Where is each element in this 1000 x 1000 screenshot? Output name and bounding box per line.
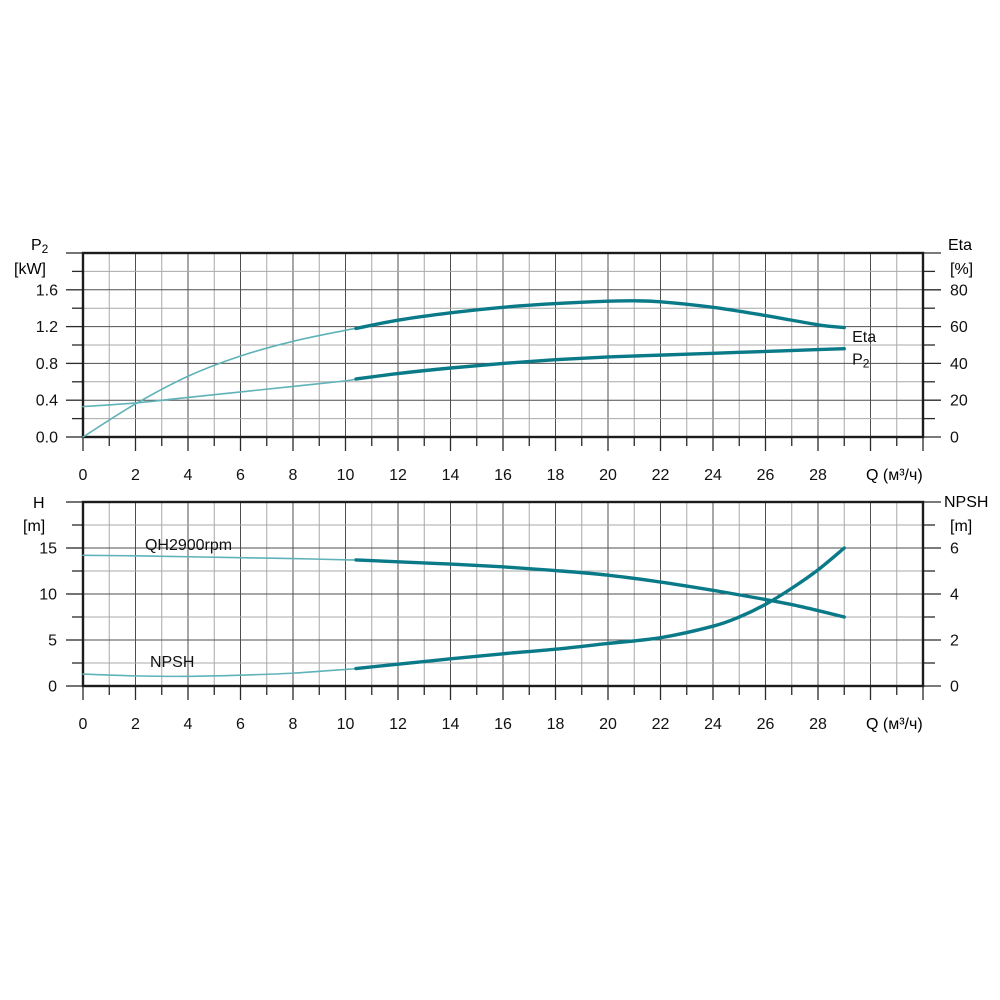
- x-tick-label: 24: [704, 467, 722, 484]
- x-tick-label: 20: [599, 467, 617, 484]
- x-tick-label: 16: [494, 467, 512, 484]
- right-tick-label: 2: [950, 633, 959, 650]
- kw-unit-label: [kW]: [14, 261, 46, 278]
- q-axis-label-top: Q (м³/ч): [866, 467, 923, 484]
- curve-NPSH-thin: [82, 667, 357, 678]
- grid: [83, 253, 923, 437]
- left-tick-label: 0.8: [36, 356, 58, 373]
- x-tick-label: 12: [389, 716, 407, 733]
- x-tick-label: 8: [289, 467, 298, 484]
- x-tick-label: 18: [547, 467, 565, 484]
- left-tick-label: 5: [48, 633, 57, 650]
- eta-axis-title: Eta: [948, 237, 972, 254]
- x-tick-label: 0: [79, 467, 88, 484]
- x-tick-label: 6: [236, 467, 245, 484]
- axis-ticks: [66, 252, 941, 451]
- x-tick-label: 18: [547, 716, 565, 733]
- curve-QH2900rpm-thin: [82, 554, 357, 561]
- x-tick-label: 8: [289, 716, 298, 733]
- left-tick-label: 0.0: [36, 430, 58, 447]
- x-tick-label: 2: [131, 716, 140, 733]
- right-tick-label: 60: [950, 319, 968, 336]
- right-tick-label: 0: [950, 430, 959, 447]
- x-tick-label: 2: [131, 467, 140, 484]
- h-axis-title: H: [33, 495, 45, 512]
- left-tick-label: 10: [39, 587, 57, 604]
- p2-axis-title: P2: [31, 237, 49, 256]
- x-tick-label: 4: [184, 716, 193, 733]
- x-tick-label: 14: [442, 716, 460, 733]
- axis-ticks: [66, 501, 941, 700]
- curve-QH2900rpm-thick: [354, 558, 846, 619]
- x-tick-label: 10: [337, 467, 355, 484]
- left-tick-label: 1.6: [36, 282, 58, 299]
- left-tick-label: 0: [48, 679, 57, 696]
- curve-P2-thin: [82, 378, 357, 408]
- x-tick-label: 28: [809, 467, 827, 484]
- left-tick-label: 0.4: [36, 393, 58, 410]
- head-npsh-chart: 0 2 4 6 8 10 12 14 16 18 20 22 24 26 280510150246QH290…: [39, 500, 959, 734]
- x-tick-label: 28: [809, 716, 827, 733]
- q-axis-label-bottom: Q (м³/ч): [866, 716, 923, 733]
- right-tick-label: 0: [950, 679, 959, 696]
- percent-unit-label: [%]: [950, 261, 973, 278]
- x-tick-label: 0: [79, 716, 88, 733]
- curve-label-NPSH: NPSH: [150, 654, 194, 671]
- x-tick-label: 4: [184, 467, 193, 484]
- curve-Eta-thick: [354, 299, 846, 331]
- left-tick-label: 1.2: [36, 319, 58, 336]
- right-tick-label: 80: [950, 282, 968, 299]
- curve-NPSH-thick: [354, 546, 846, 671]
- x-tick-label: 6: [236, 716, 245, 733]
- m-unit-label-right: [m]: [950, 518, 972, 535]
- x-tick-label: 24: [704, 716, 722, 733]
- x-tick-label: 12: [389, 467, 407, 484]
- x-tick-label: 26: [757, 716, 775, 733]
- x-tick-label: 20: [599, 716, 617, 733]
- right-tick-label: 4: [950, 587, 959, 604]
- right-tick-label: 6: [950, 541, 959, 558]
- curve-label-P2: P2: [852, 351, 870, 370]
- plot-border: [81, 251, 925, 439]
- x-tick-label: 16: [494, 716, 512, 733]
- x-tick-label: 14: [442, 467, 460, 484]
- x-tick-label: 26: [757, 467, 775, 484]
- x-tick-label: 22: [652, 716, 670, 733]
- plot-border: [81, 500, 925, 688]
- x-tick-label: 10: [337, 716, 355, 733]
- x-tick-label: 22: [652, 467, 670, 484]
- power-efficiency-chart: 0 2 4 6 8 10 12 14 16 18 20 22 24 26 280.00.40.81.21.6…: [36, 251, 968, 484]
- curve-P2-thick: [354, 346, 846, 381]
- curve-Eta-thin: [82, 327, 357, 438]
- right-tick-label: 40: [950, 356, 968, 373]
- left-tick-label: 15: [39, 541, 57, 558]
- right-tick-label: 20: [950, 393, 968, 410]
- axis-tick-labels: 0 2 4 6 8 10 12 14 16 18 20 22 24 26 280.00.40.81.21.6…: [36, 282, 968, 484]
- m-unit-label-left: [m]: [23, 518, 45, 535]
- curve-label-QH2900rpm: QH2900rpm: [145, 537, 232, 554]
- npsh-axis-title: NPSH: [944, 494, 988, 511]
- curve-label-Eta: Eta: [852, 329, 876, 346]
- grid: [83, 502, 923, 686]
